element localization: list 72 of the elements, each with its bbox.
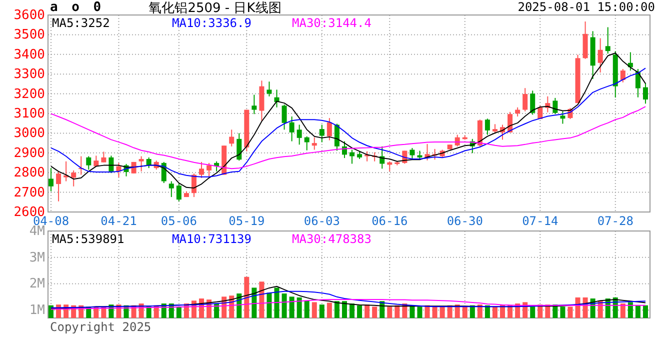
line-series (50, 290, 646, 308)
candlestick (199, 161, 204, 178)
y-tick-label: 2M (29, 276, 46, 292)
y-tick-label: 3M (29, 250, 46, 266)
candlestick (552, 97, 558, 115)
candlestick (560, 110, 566, 124)
text: MA30:3144.4 (292, 16, 372, 30)
y-tick-label: 3600 (14, 8, 45, 23)
candlestick (48, 168, 54, 192)
y-tick-label: 2900 (14, 146, 45, 161)
y-tick-label: 4M (29, 224, 46, 239)
candlestick (620, 68, 626, 83)
text: MA5:3252 (52, 16, 110, 30)
candlestick (484, 118, 490, 136)
candlestick (236, 132, 242, 162)
candlestick (334, 123, 340, 152)
candlestick (642, 82, 648, 104)
candlestick (266, 81, 272, 97)
candlestick (176, 183, 182, 202)
candlestick (86, 156, 92, 170)
x-tick-label: 06-03 (304, 214, 340, 228)
x-tick-label: 05-19 (228, 214, 265, 228)
y-tick-label: 2700 (14, 185, 45, 200)
candlestick (229, 129, 234, 147)
candlestick (605, 26, 610, 54)
candlestick (598, 38, 603, 74)
candlestick (304, 136, 310, 151)
text: MA30:478383 (292, 232, 372, 246)
candlestick (146, 156, 152, 169)
y-tick-label: 3100 (14, 106, 45, 122)
x-tick-label: 06-16 (372, 214, 408, 228)
x-tick-label: 07-14 (522, 214, 558, 228)
candlestick (410, 147, 415, 160)
candlestick (635, 68, 640, 98)
line-series (50, 106, 646, 170)
text: Copyright 2025 (50, 320, 152, 334)
candlestick (108, 155, 114, 174)
candlestick (101, 151, 106, 163)
y-tick-label: 3400 (14, 47, 45, 62)
y-tick-label: 1M (29, 303, 46, 318)
y-tick-label: 3500 (14, 28, 45, 43)
y-tick-label: 3000 (14, 126, 45, 142)
candlestick (64, 160, 69, 182)
candlestick (56, 170, 62, 202)
candlestick (319, 124, 324, 143)
candlestick (252, 94, 257, 115)
x-tick-label: 04-21 (100, 214, 137, 228)
y-tick-label: 3200 (14, 86, 45, 102)
candlestick (282, 104, 287, 130)
x-tick-label: 06-30 (446, 214, 483, 228)
x-tick-label: 05-06 (160, 214, 197, 228)
text: MA10:731139 (172, 232, 252, 246)
text: 2025-08-01 15:00:00 (518, 0, 655, 14)
candlestick (530, 90, 536, 116)
text: MA10:3336.9 (172, 16, 252, 30)
annotation: a o 0 (50, 0, 104, 15)
candlestick (522, 88, 528, 112)
candlestick (326, 118, 332, 141)
candlestick (71, 170, 76, 187)
candlestick (312, 136, 317, 150)
candlestick (138, 156, 144, 172)
y-tick-label: 3300 (14, 67, 45, 82)
chart-title: 氧化铝2509 - 日K线图 (148, 1, 282, 16)
candlestick (515, 106, 520, 117)
line-series (50, 299, 646, 310)
candlestick (296, 124, 302, 146)
candlestick (289, 116, 294, 142)
x-tick-label: 07-28 (597, 214, 634, 228)
text: MA5:539891 (52, 232, 124, 246)
candlestick (168, 180, 174, 198)
y-tick-label: 2800 (14, 166, 45, 181)
candlestick (206, 162, 212, 177)
